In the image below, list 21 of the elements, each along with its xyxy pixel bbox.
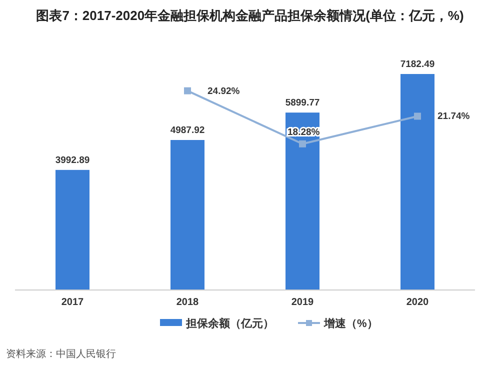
- data-label: 18.28%: [288, 126, 320, 138]
- x-tick-label: 2018: [176, 297, 200, 308]
- x-tick-label: 2020: [406, 297, 430, 308]
- data-label: 7182.49: [400, 59, 435, 70]
- data-label: 5899.77: [285, 98, 320, 109]
- data-label: 21.74%: [438, 111, 470, 122]
- data-label: 4987.92: [170, 125, 205, 136]
- bar: [400, 74, 434, 290]
- data-label: 3992.89: [55, 154, 90, 166]
- legend-label: 担保余额（亿元）: [185, 317, 274, 330]
- legend-担保余额（亿元）: 担保余额（亿元）: [160, 318, 274, 330]
- x-tick-label: 2017: [61, 297, 84, 308]
- text: 资料来源：中国人民银行: [6, 348, 116, 360]
- legend-增速（%）: 增速（%）: [298, 318, 378, 330]
- x-tick-label: 2019: [291, 297, 314, 308]
- bar: [56, 170, 90, 290]
- legend-label: 增速（%）: [323, 317, 378, 330]
- bar: [286, 112, 320, 290]
- bar: [170, 140, 204, 290]
- chart-title: 图表7：2017-2020年金融担保机构金融产品担保余额情况(单位：亿元，%): [36, 8, 464, 23]
- data-label: 24.92%: [208, 86, 240, 97]
